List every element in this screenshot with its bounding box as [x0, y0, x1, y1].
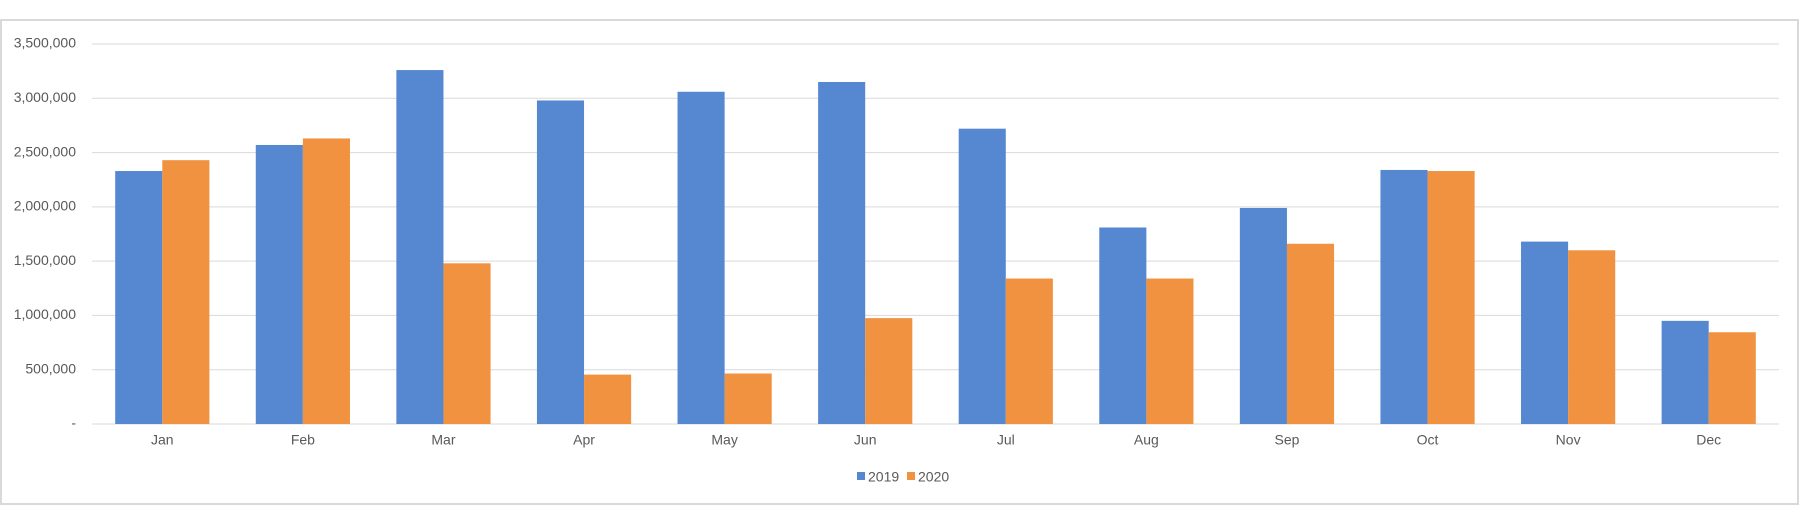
legend-label: 2019: [868, 469, 899, 485]
y-tick-label: 3,000,000: [14, 89, 76, 105]
legend-swatch: [857, 472, 865, 480]
bar: [1099, 227, 1147, 424]
bar: [1661, 320, 1709, 424]
bar: [1239, 207, 1287, 424]
x-tick-label: Dec: [1696, 432, 1721, 448]
bar: [584, 374, 632, 424]
bar: [1521, 241, 1569, 424]
x-tick-label: Apr: [573, 432, 595, 448]
x-tick-label: Aug: [1134, 432, 1159, 448]
bar: [1286, 243, 1335, 424]
x-tick-label: May: [711, 432, 737, 448]
bar: [302, 138, 350, 424]
bar: [115, 171, 163, 424]
y-tick-label: 2,500,000: [14, 143, 76, 159]
bar: [1568, 250, 1616, 424]
bar: [443, 263, 491, 424]
bar: [1427, 171, 1475, 424]
bar: [724, 373, 772, 424]
bar: [1146, 278, 1194, 424]
y-tick-label: 1,500,000: [14, 252, 76, 268]
bar: [396, 70, 444, 425]
x-tick-label: Jan: [151, 432, 174, 448]
bar: [1708, 332, 1756, 424]
bar: [958, 128, 1006, 424]
y-tick-label: 500,000: [25, 360, 76, 376]
bar: [536, 100, 585, 424]
bar: [1005, 278, 1053, 424]
legend-label: 2020: [918, 469, 949, 485]
y-tick-label: 1,000,000: [14, 306, 76, 322]
x-tick-label: Mar: [431, 432, 455, 448]
bar: [818, 82, 866, 424]
bar: [162, 160, 210, 424]
bar: [677, 91, 725, 425]
legend-swatch: [907, 472, 915, 480]
x-tick-label: Feb: [291, 432, 315, 448]
bar: [1380, 169, 1428, 424]
x-tick-label: Jun: [854, 432, 877, 448]
x-tick-label: Nov: [1556, 432, 1581, 448]
x-tick-label: Sep: [1274, 432, 1299, 448]
bar: [255, 144, 303, 424]
bar: [865, 318, 913, 424]
y-tick-label: -: [71, 415, 76, 431]
y-tick-label: 2,000,000: [14, 198, 76, 214]
x-tick-label: Jul: [997, 432, 1015, 448]
x-tick-label: Oct: [1417, 432, 1439, 448]
y-tick-label: 3,500,000: [14, 35, 76, 51]
